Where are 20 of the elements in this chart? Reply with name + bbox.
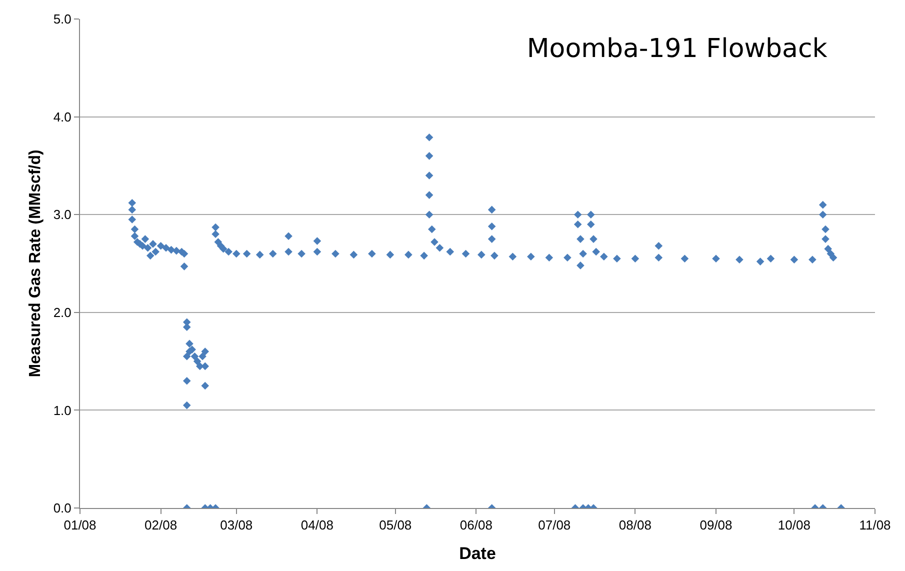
y-tick-label: 0.0 bbox=[53, 500, 72, 516]
x-tick-label: 04/08 bbox=[300, 518, 334, 533]
x-tick-label: 10/08 bbox=[778, 518, 810, 533]
x-tick-label: 01/08 bbox=[64, 518, 96, 533]
y-tick-label: 3.0 bbox=[53, 207, 72, 222]
x-axis-title: Date bbox=[459, 544, 496, 563]
x-tick-label: 02/08 bbox=[144, 518, 178, 533]
x-tick-label: 03/08 bbox=[220, 518, 253, 533]
x-tick-label: 06/08 bbox=[460, 518, 492, 533]
x-tick-label: 07/08 bbox=[538, 518, 571, 533]
y-tick-label: 5.0 bbox=[53, 12, 72, 27]
x-tick-label: 05/08 bbox=[379, 518, 412, 533]
y-tick-label: 1.0 bbox=[53, 402, 72, 418]
x-tick-label: 09/08 bbox=[700, 518, 732, 533]
y-tick-label: 4.0 bbox=[53, 109, 72, 124]
y-axis-title: Measured Gas Rate (MMscf/d) bbox=[27, 150, 44, 378]
y-tick-label: 2.0 bbox=[53, 304, 72, 320]
x-tick-label: 11/08 bbox=[859, 518, 891, 533]
text: Moomba-191 Flowback bbox=[526, 34, 828, 64]
x-tick-label: 08/08 bbox=[618, 518, 652, 533]
